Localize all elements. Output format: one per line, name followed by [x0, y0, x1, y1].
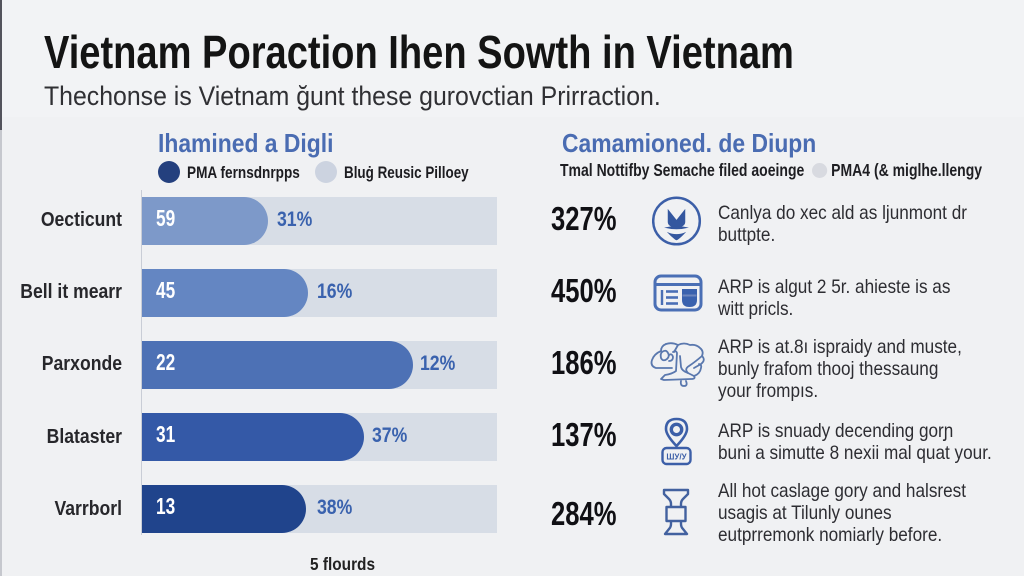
svg-text:ШУ/У: ШУ/У	[666, 453, 687, 462]
